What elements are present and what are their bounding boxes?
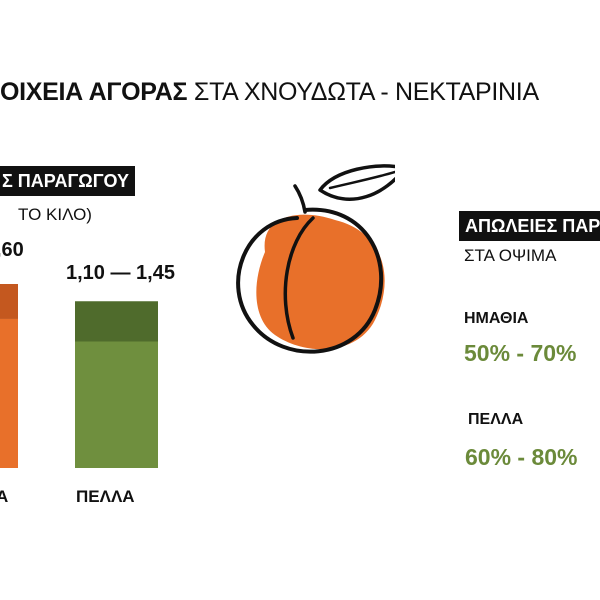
range-label-imathia: ,60 bbox=[0, 239, 24, 261]
producer-price-tag: Σ ΠΑΡΑΓΩΓΟΥ bbox=[0, 166, 136, 196]
bar-pella-low bbox=[75, 341, 158, 468]
loss-range-pella: 60% - 80% bbox=[465, 444, 578, 470]
price-unit-label: ΤΟ ΚΙΛΟ) bbox=[18, 205, 92, 224]
peach-icon bbox=[236, 164, 395, 354]
chart-title: ΟΙΧΕΙΑ ΑΓΟΡΑΣ ΣΤΑ ΧΝΟΥΔΩΤΑ - ΝΕΚΤΑΡΙΝΙΑ bbox=[0, 78, 539, 107]
category-label-imathia: Α bbox=[0, 487, 9, 506]
loss-range-imathia: 50% - 70% bbox=[464, 340, 577, 366]
category-label-pella: ΠΕΛΛΑ bbox=[76, 487, 135, 506]
losses-subtitle: ΣΤΑ ΟΨΙΜΑ bbox=[464, 246, 557, 265]
bar-imathia-range bbox=[0, 284, 18, 319]
losses-tag: ΑΠΩΛΕΙΕΣ ΠΑΡ bbox=[459, 211, 600, 241]
range-label-pella: 1,10 — 1,45 bbox=[66, 262, 175, 284]
title-bold-part: ΟΙΧΕΙΑ ΑΓΟΡΑΣ bbox=[0, 78, 188, 106]
bar-pella-range bbox=[75, 301, 158, 342]
bar-imathia-low bbox=[0, 318, 18, 468]
loss-region-pella: ΠΕΛΛΑ bbox=[468, 411, 524, 428]
price-bar-chart bbox=[0, 284, 158, 468]
loss-region-imathia: ΗΜΑΘΙΑ bbox=[464, 310, 529, 327]
title-regular-part: ΣΤΑ ΧΝΟΥΔΩΤΑ - ΝΕΚΤΑΡΙΝΙΑ bbox=[187, 78, 539, 106]
